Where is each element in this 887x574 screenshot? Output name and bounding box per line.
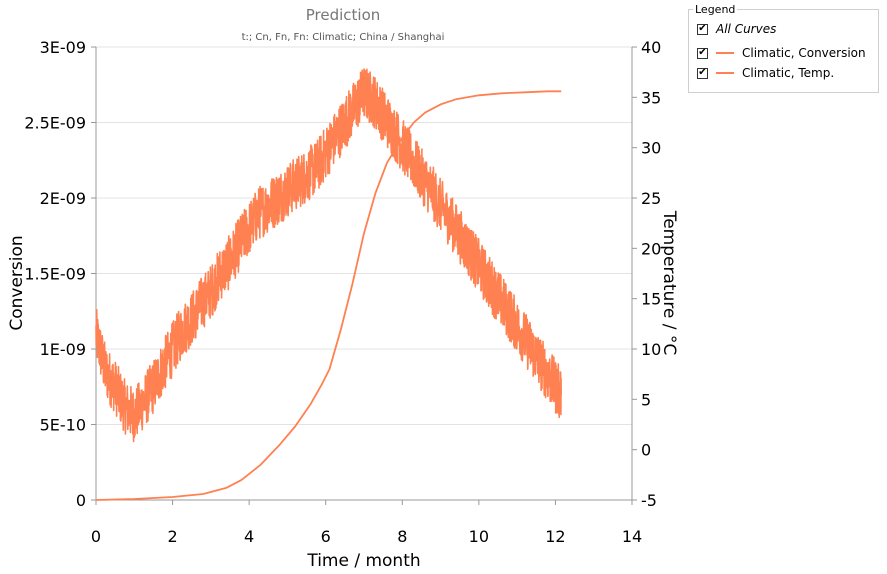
legend-item-conversion[interactable]: ✔ Climatic, Conversion — [697, 45, 866, 61]
legend-item-temp[interactable]: ✔ Climatic, Temp. — [697, 65, 834, 81]
y2-tick-label: 40 — [641, 38, 661, 57]
temp-checkbox[interactable]: ✔ — [697, 67, 708, 79]
y2-tick-label: 35 — [641, 88, 661, 107]
y2-tick-label: 0 — [641, 441, 651, 460]
y-axis-label: Conversion — [7, 235, 27, 330]
x-tick-label: 4 — [244, 527, 254, 546]
all-curves-checkbox[interactable]: ✔ — [697, 23, 708, 35]
chart-subtitle: t:; Cn, Fn, Fn: Climatic; China / Shangh… — [242, 32, 445, 43]
x-tick-label: 8 — [397, 527, 407, 546]
x-tick-label: 6 — [321, 527, 331, 546]
temp-legend-label: Climatic, Temp. — [742, 66, 835, 80]
conversion-legend-label: Climatic, Conversion — [742, 46, 866, 60]
y2-axis-label: Temperature / °C — [659, 210, 679, 356]
conversion-swatch — [716, 52, 734, 54]
y2-tick-label: 25 — [641, 189, 661, 208]
y-tick-label: 0 — [76, 491, 86, 510]
y-tick-label: 1.5E-09 — [24, 265, 86, 284]
x-tick-label: 0 — [91, 527, 101, 546]
series-conversion-line — [95, 68, 562, 443]
y2-tick-label: 10 — [641, 340, 661, 359]
legend-all-curves[interactable]: ✔ All Curves — [697, 21, 776, 37]
y-tick-label: 2.5E-09 — [24, 114, 86, 133]
temp-swatch — [716, 72, 734, 74]
y2-tick-label: 5 — [641, 390, 651, 409]
x-tick-label: 10 — [469, 527, 489, 546]
y2-tick-label: 15 — [641, 290, 661, 309]
y-tick-label: 5E-10 — [40, 416, 86, 435]
y-tick-label: 2E-09 — [40, 189, 86, 208]
x-tick-label: 14 — [622, 527, 642, 546]
conversion-checkbox[interactable]: ✔ — [697, 47, 708, 59]
y-tick-label: 1E-09 — [40, 340, 86, 359]
legend-title: Legend — [693, 3, 738, 16]
chart-title: Prediction — [306, 6, 381, 24]
x-tick-label: 12 — [545, 527, 565, 546]
series-temperature-line — [95, 90, 562, 501]
x-axis-label: Time / month — [306, 551, 420, 571]
y2-tick-label: 30 — [641, 139, 661, 158]
legend-panel — [688, 9, 879, 93]
x-tick-label: 2 — [167, 527, 177, 546]
y-tick-label: 3E-09 — [40, 38, 86, 57]
all-curves-label: All Curves — [716, 22, 777, 36]
y2-tick-label: 20 — [641, 239, 661, 258]
y2-tick-label: -5 — [641, 491, 657, 510]
